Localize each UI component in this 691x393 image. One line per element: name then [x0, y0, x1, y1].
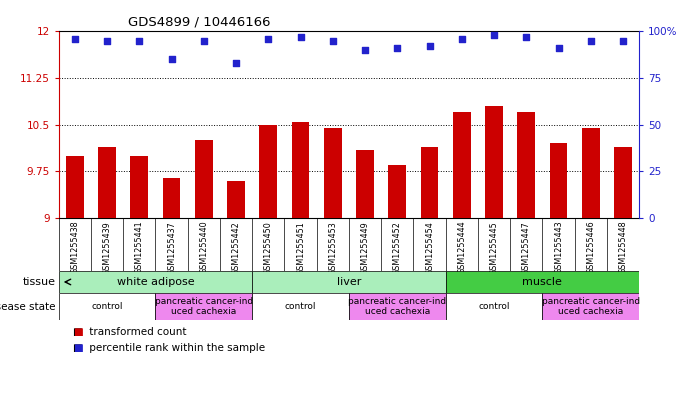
Point [295, 34, 306, 40]
Text: control: control [285, 302, 316, 311]
Text: disease state: disease state [0, 301, 55, 312]
Point [618, 38, 629, 44]
Text: control: control [478, 302, 510, 311]
Text: GSM1255446: GSM1255446 [586, 221, 596, 274]
Bar [518, 112, 535, 218]
Bar [155, 293, 252, 320]
Point [489, 32, 500, 39]
Bar [59, 271, 252, 293]
Bar [163, 178, 180, 218]
Point [198, 38, 209, 44]
Text: liver: liver [337, 277, 361, 287]
Bar [614, 147, 632, 218]
Point [585, 38, 596, 44]
Text: GSM1255441: GSM1255441 [135, 221, 144, 274]
Text: pancreatic cancer-ind
uced cachexia: pancreatic cancer-ind uced cachexia [155, 297, 253, 316]
Text: GSM1255449: GSM1255449 [361, 221, 370, 275]
Text: ■  percentile rank within the sample: ■ percentile rank within the sample [73, 343, 265, 353]
Bar [421, 147, 438, 218]
Text: GSM1255450: GSM1255450 [264, 221, 273, 275]
Point [102, 38, 113, 44]
Bar [485, 106, 503, 218]
Text: GSM1255448: GSM1255448 [618, 221, 627, 274]
Point [263, 36, 274, 42]
Point [392, 45, 403, 51]
Text: pancreatic cancer-ind
uced cachexia: pancreatic cancer-ind uced cachexia [348, 297, 446, 316]
Point [231, 60, 242, 66]
Bar [252, 271, 446, 293]
Bar [324, 128, 341, 218]
Point [166, 56, 177, 62]
Text: tissue: tissue [22, 277, 55, 287]
Point [328, 38, 339, 44]
Bar [98, 147, 116, 218]
Text: GSM1255442: GSM1255442 [231, 221, 240, 275]
Text: GSM1255438: GSM1255438 [70, 221, 79, 274]
Text: GSM1255443: GSM1255443 [554, 221, 563, 274]
Text: GSM1255437: GSM1255437 [167, 221, 176, 275]
Bar [453, 112, 471, 218]
Text: GSM1255445: GSM1255445 [489, 221, 499, 275]
Text: white adipose: white adipose [117, 277, 194, 287]
Text: pancreatic cancer-ind
uced cachexia: pancreatic cancer-ind uced cachexia [542, 297, 640, 316]
Text: ■: ■ [73, 327, 82, 337]
Text: ■  transformed count: ■ transformed count [73, 327, 186, 337]
Text: GDS4899 / 10446166: GDS4899 / 10446166 [129, 16, 271, 29]
Text: GSM1255452: GSM1255452 [392, 221, 402, 275]
Bar [252, 293, 349, 320]
Text: GSM1255439: GSM1255439 [102, 221, 112, 275]
Point [424, 43, 435, 50]
Point [456, 36, 467, 42]
Text: GSM1255444: GSM1255444 [457, 221, 466, 274]
Text: GSM1255451: GSM1255451 [296, 221, 305, 275]
Text: GSM1255447: GSM1255447 [522, 221, 531, 275]
Text: ■: ■ [73, 343, 82, 353]
Bar [227, 181, 245, 218]
Bar [446, 271, 639, 293]
Bar [542, 293, 639, 320]
Point [359, 47, 370, 53]
Bar [582, 128, 600, 218]
Point [134, 38, 145, 44]
Text: control: control [91, 302, 123, 311]
Bar [357, 150, 374, 218]
Bar [59, 293, 155, 320]
Bar [195, 140, 213, 218]
Bar [388, 165, 406, 218]
Text: GSM1255440: GSM1255440 [199, 221, 209, 274]
Bar [259, 125, 277, 218]
Bar [66, 156, 84, 218]
Point [521, 34, 532, 40]
Point [69, 36, 80, 42]
Point [553, 45, 564, 51]
Text: muscle: muscle [522, 277, 562, 287]
Bar [292, 122, 310, 218]
Text: GSM1255453: GSM1255453 [328, 221, 337, 275]
Bar [349, 293, 446, 320]
Bar [131, 156, 148, 218]
Text: GSM1255454: GSM1255454 [425, 221, 434, 275]
Bar [549, 143, 567, 218]
Bar [446, 293, 542, 320]
